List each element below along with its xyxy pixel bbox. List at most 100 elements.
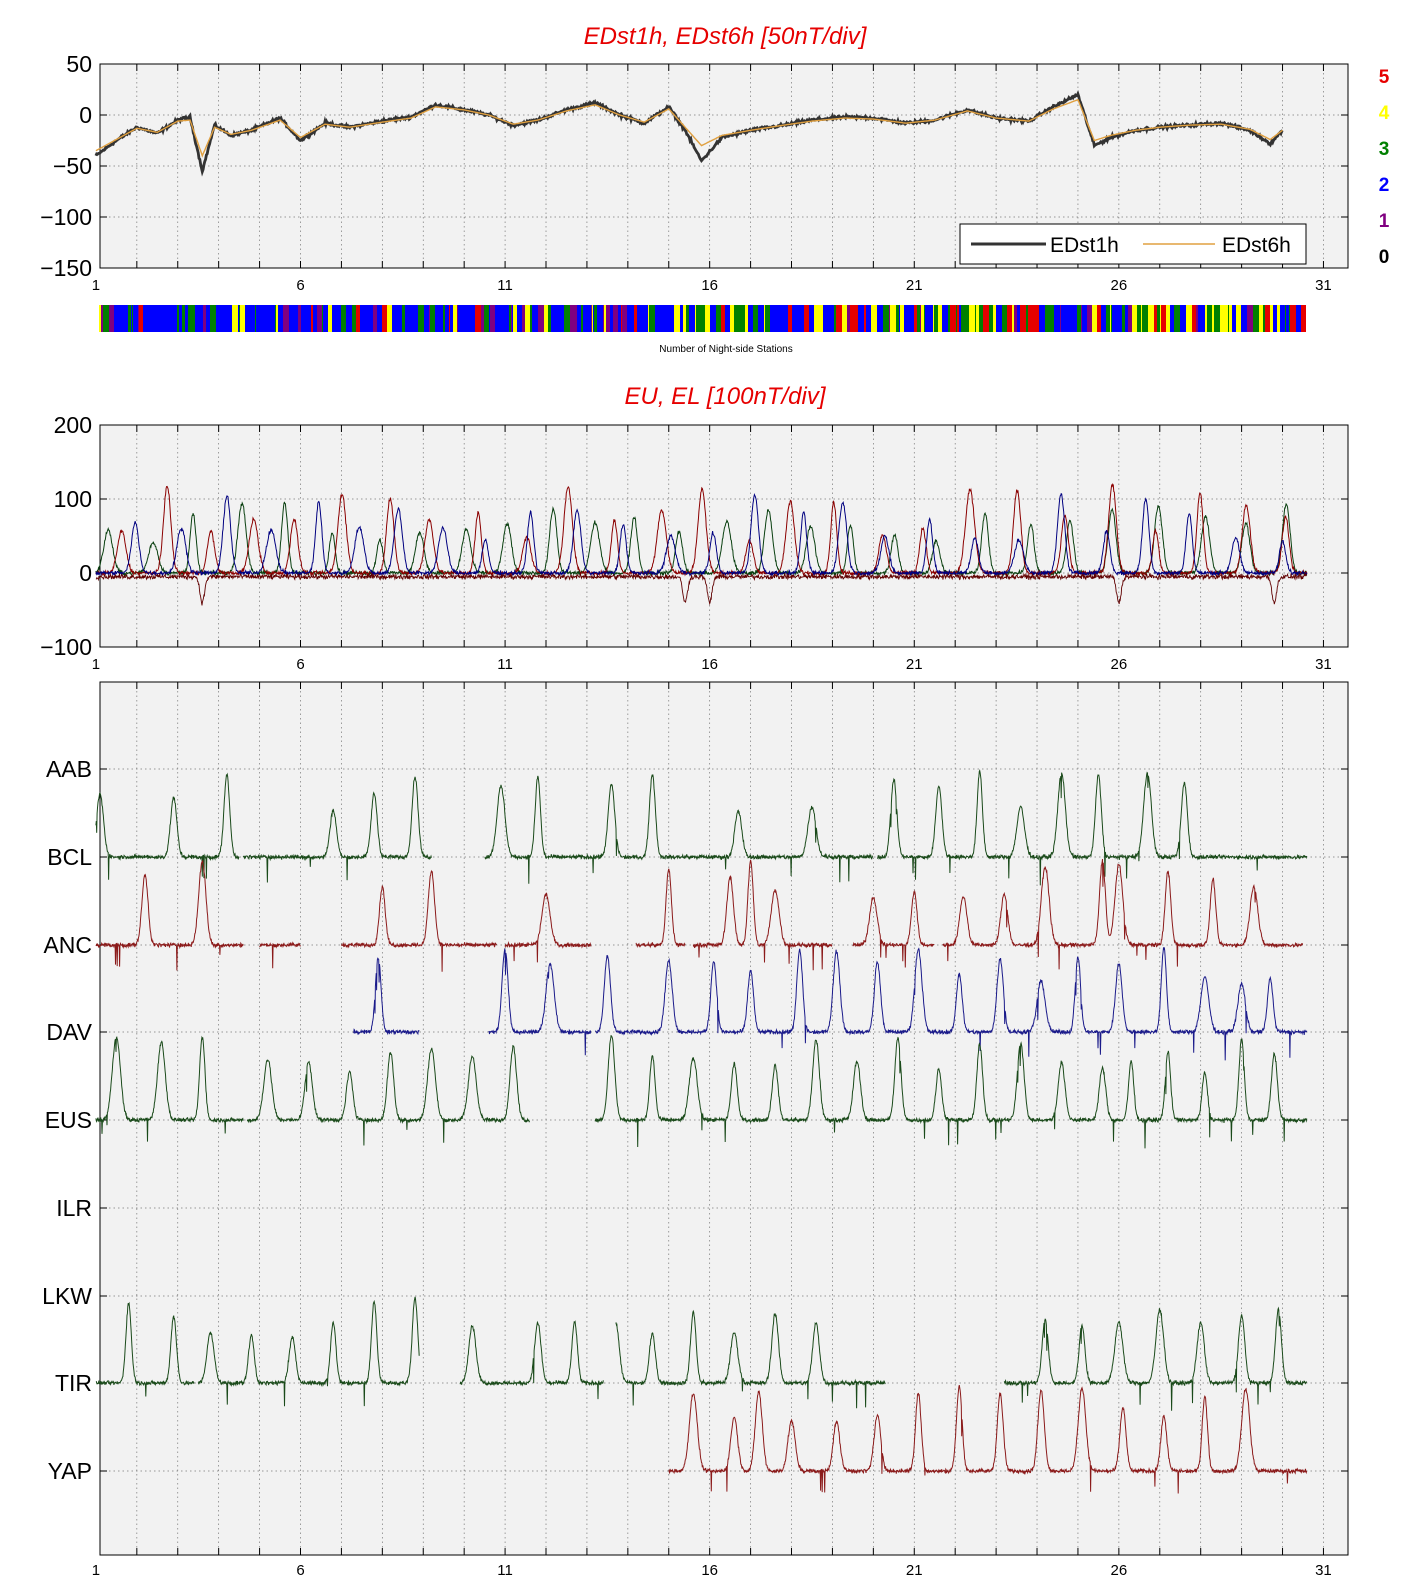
night-side-strip — [99, 305, 1306, 332]
strip-cell — [1117, 305, 1122, 332]
strip-cell — [710, 305, 716, 332]
strip-cell — [603, 305, 604, 332]
strip-cell — [445, 305, 449, 332]
strip-cell — [695, 305, 696, 332]
strip-cell — [924, 305, 925, 332]
strip-cell — [318, 305, 322, 332]
strip-cell — [871, 305, 877, 332]
strip-cell — [583, 305, 585, 332]
strip-cell — [606, 305, 610, 332]
station-trace-anc — [692, 859, 833, 971]
strip-cell — [577, 305, 581, 332]
strip-cell — [1050, 305, 1054, 332]
strip-cell — [914, 305, 917, 332]
strip-cell — [585, 305, 591, 332]
strip-cell — [387, 305, 392, 332]
strip-cell — [660, 305, 663, 332]
strip-cell — [856, 305, 858, 332]
edst-y-ticks: 50 0 −50 −100 −150 — [40, 51, 92, 281]
station-label-aab: AAB — [46, 756, 92, 782]
strip-cell — [1020, 305, 1026, 332]
strip-cell — [530, 305, 532, 332]
strip-cell — [382, 305, 387, 332]
eu-el-x-ticks: 1 6 11 16 21 26 31 — [92, 656, 1332, 673]
strip-cell — [917, 305, 920, 332]
strip-cell — [1132, 305, 1137, 332]
strip-cell — [325, 305, 328, 332]
station-trace-anc — [852, 889, 935, 968]
strip-cell — [453, 305, 457, 332]
strip-cell — [179, 305, 182, 332]
strip-cell — [655, 305, 660, 332]
strip-cell — [1228, 305, 1229, 332]
strip-cell — [1277, 305, 1280, 332]
strip-cell — [1289, 305, 1290, 332]
strip-cell — [975, 305, 976, 332]
y-tick-label: 0 — [79, 560, 92, 586]
strip-cell — [293, 305, 294, 332]
strip-cell — [411, 305, 413, 332]
strip-cell — [1259, 305, 1263, 332]
strip-cell — [1160, 305, 1161, 332]
x-tick-label: 11 — [497, 656, 513, 673]
strip-cell — [377, 305, 382, 332]
strip-cell — [457, 305, 458, 332]
strip-cell — [392, 305, 394, 332]
strip-cell — [925, 305, 929, 332]
station-label-anc: ANC — [43, 932, 92, 958]
strip-cell — [705, 305, 710, 332]
station-trace-anc — [259, 941, 301, 969]
x-tick-label: 26 — [1111, 277, 1128, 294]
strip-cell — [847, 305, 850, 332]
strip-cell — [443, 305, 445, 332]
strip-cell — [405, 305, 411, 332]
strip-cell — [1071, 305, 1077, 332]
x-tick-label: 21 — [906, 277, 923, 294]
strip-cell — [748, 305, 753, 332]
strip-cell — [948, 305, 950, 332]
strip-cell — [956, 305, 957, 332]
strip-cell — [1286, 305, 1289, 332]
station-trace-dav — [594, 947, 1308, 1061]
strip-cell — [554, 305, 559, 332]
strip-cell — [1060, 305, 1061, 332]
y-tick-label: 200 — [54, 412, 92, 438]
strip-cell — [637, 305, 643, 332]
station-labels: AAB BCL ANC DAV EUS ILR LKW TIR YAP — [42, 756, 92, 1484]
strip-cell — [643, 305, 648, 332]
strip-cell — [814, 305, 819, 332]
edst-x-ticks: 1 6 11 16 21 26 31 — [92, 277, 1332, 294]
strip-cell — [836, 305, 842, 332]
strip-cell — [969, 305, 975, 332]
strip-cell — [103, 305, 108, 332]
strip-cell — [336, 305, 341, 332]
strip-cell — [203, 305, 206, 332]
strip-cell — [551, 305, 554, 332]
strip-cell — [1034, 305, 1039, 332]
colorbar-level-2: 2 — [1379, 175, 1390, 196]
strip-cell — [323, 305, 325, 332]
strip-cell — [1273, 305, 1277, 332]
strip-cell — [889, 305, 890, 332]
strip-cell — [513, 305, 517, 332]
station-trace-anc — [340, 869, 497, 972]
y-tick-label: −50 — [53, 153, 92, 179]
strip-cell — [298, 305, 301, 332]
strip-cell — [597, 305, 603, 332]
strip-cell — [278, 305, 283, 332]
strip-cell — [1017, 305, 1020, 332]
station-trace-bcl — [484, 774, 874, 884]
strip-cell — [469, 305, 475, 332]
strip-cell — [877, 305, 882, 332]
strip-cell — [1214, 305, 1218, 332]
strip-cell — [511, 305, 512, 332]
strip-cell — [424, 305, 429, 332]
station-trace-tir — [95, 1301, 195, 1397]
strip-cell — [735, 305, 741, 332]
strip-cell — [734, 305, 735, 332]
strip-cell — [1232, 305, 1236, 332]
x-tick-label: 1 — [92, 1562, 100, 1577]
strip-cell — [613, 305, 618, 332]
y-tick-label: 0 — [79, 102, 92, 128]
strip-cell — [185, 305, 188, 332]
